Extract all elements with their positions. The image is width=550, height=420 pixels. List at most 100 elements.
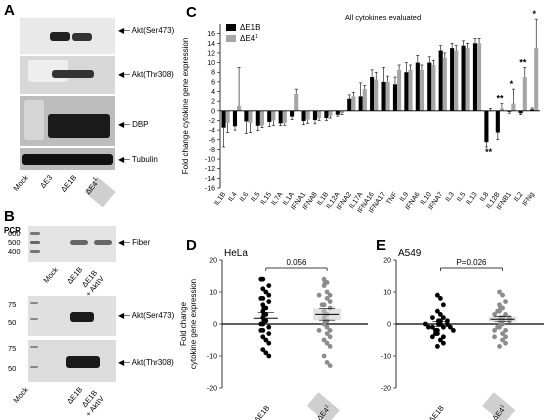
chart-c-ytick-label: 6	[211, 79, 215, 86]
arrow-left-icon: ◀─	[118, 238, 130, 247]
chart-d-ytick-label: 20	[209, 258, 217, 265]
chart-d-point	[327, 363, 333, 368]
chart-c-bar	[518, 110, 523, 114]
chart-e-point	[451, 328, 456, 333]
chart-c-xtick-label: IL3	[445, 191, 456, 203]
chart-c-bar	[255, 110, 260, 126]
chart-c-significance: *	[510, 79, 514, 89]
chart-c-bar	[385, 81, 390, 111]
chart-c-xtick-label: IL8	[479, 191, 490, 203]
chart-d-point	[260, 286, 266, 292]
chart-c-ylabel: Fold change cytokine gene expression	[181, 38, 190, 175]
chart-d-point	[266, 283, 272, 288]
lane-mock-b: Mock	[41, 265, 60, 285]
chart-c-bar	[454, 50, 459, 111]
chart-d-point	[327, 328, 333, 333]
chart-c-title: All cytokines evaluated	[345, 13, 421, 22]
blot-akt-ser473-a	[20, 18, 115, 54]
chart-d-point	[263, 350, 269, 356]
chart-c-bar	[312, 110, 318, 120]
chart-e-xtick-label: ΔE1B	[427, 404, 446, 420]
ladder-75-b: 75	[8, 344, 17, 353]
ann-akt-ser473-b: ◀─ Akt(Ser473)	[118, 311, 175, 320]
chart-e-point	[500, 331, 505, 336]
chart-c-xtick-label: IL2	[513, 191, 524, 203]
chart-d-ylabel: cytokine gene expression	[189, 279, 198, 369]
chart-c-significance: **	[485, 147, 493, 157]
chart-c-legend-label: ΔE1B	[240, 23, 260, 32]
chart-e-point	[430, 334, 435, 340]
chart-e-point	[503, 334, 508, 340]
chart-c-ytick-label: 0	[211, 108, 215, 115]
chart-c-bar	[271, 110, 276, 121]
chart-d: HeLa -20 -10 0 10 20 Fold change cytokine gene …	[179, 248, 368, 420]
lane-mock-a: Mock	[11, 173, 31, 193]
panel-e-label: E	[376, 237, 387, 254]
chart-d-point	[266, 331, 272, 336]
chart-c-significance: *	[533, 10, 537, 19]
chart-e-point	[503, 299, 508, 304]
chart-d-point	[327, 292, 333, 298]
chart-e-point	[500, 337, 505, 343]
chart-c-ytick-label: -14	[205, 176, 215, 183]
chart-e-point	[426, 324, 431, 330]
chart-d-point	[321, 283, 327, 288]
chart-c-bar	[328, 110, 333, 116]
arrow-left-icon: ◀─	[118, 70, 130, 79]
chart-e-point	[497, 289, 502, 295]
blot-tubulin-a	[20, 148, 115, 170]
chart-e-point	[435, 344, 440, 349]
chart-d-point	[327, 334, 333, 340]
arrow-left-icon: ◀─	[118, 120, 130, 129]
arrow-left-icon: ◀─	[118, 155, 130, 164]
chart-c-bar	[294, 93, 299, 111]
chart-e-point	[448, 324, 453, 330]
chart-c-bar	[351, 96, 356, 111]
chart-c-ytick-label: -2	[209, 118, 215, 125]
chart-e-ytick-label: 20	[383, 258, 391, 265]
lane-de3-a: ΔE3	[37, 173, 54, 190]
chart-c-bar	[370, 77, 375, 111]
gel-fiber-b	[28, 226, 116, 262]
chart-d-point	[321, 353, 327, 359]
chart-e-point	[441, 315, 446, 320]
chart-d-pvalue: 0.056	[286, 258, 307, 267]
ladder-75-a: 75	[8, 300, 17, 309]
ladder-50-b: 50	[8, 364, 17, 373]
chart-c-bar	[495, 110, 500, 133]
chart-d-point	[321, 321, 327, 327]
chart-c-bar	[244, 110, 249, 122]
chart-c-bar	[499, 108, 504, 111]
chart-c-bar	[278, 110, 283, 124]
chart-d-point	[263, 337, 269, 343]
chart-e-point	[500, 292, 505, 298]
chart-c-bar	[374, 79, 379, 111]
chart-c-bar	[290, 110, 295, 117]
ann-tubulin-a: ◀─ Tubulin	[118, 155, 158, 164]
ladder-600: 600	[8, 229, 21, 238]
chart-d-point	[324, 296, 330, 301]
chart-d-point	[327, 344, 333, 349]
chart-d-point	[258, 328, 264, 333]
chart-c-ytick-label: 12	[207, 50, 215, 57]
chart-e-point	[430, 324, 435, 330]
chart-c-bar	[404, 72, 409, 111]
chart-c-bar	[317, 110, 322, 119]
chart-e-point	[503, 312, 508, 317]
chart-c-bar	[419, 69, 424, 111]
chart-c-bar	[530, 109, 535, 111]
chart-d-point	[327, 299, 333, 304]
chart-d-ytick-label: -10	[207, 354, 217, 361]
chart-e-point	[503, 328, 508, 333]
ladder-50-a: 50	[8, 318, 17, 327]
chart-d-point	[258, 296, 264, 301]
chart-c-ytick-label: -12	[205, 166, 215, 173]
chart-d-point	[263, 289, 269, 295]
chart-c-bar	[427, 62, 432, 111]
chart-c-bar	[484, 110, 489, 143]
chart-c-bar	[358, 96, 363, 111]
chart-c-ytick-label: 4	[211, 89, 215, 96]
chart-e-point	[423, 321, 428, 327]
chart-c-bar	[415, 62, 420, 111]
